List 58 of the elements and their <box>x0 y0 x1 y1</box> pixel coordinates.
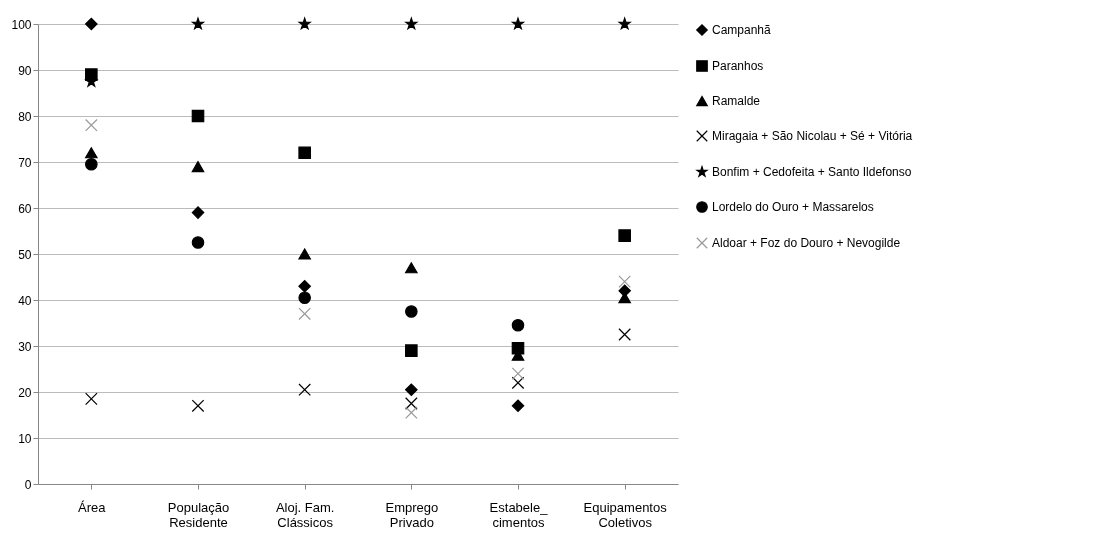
legend-label: Ramalde <box>712 94 761 108</box>
point <box>511 399 525 413</box>
point <box>618 229 631 242</box>
point <box>85 158 98 171</box>
point <box>405 383 418 396</box>
point <box>298 279 311 293</box>
point <box>298 291 311 304</box>
point <box>298 383 311 396</box>
y-tick-label: 100 <box>11 17 32 32</box>
point <box>191 236 205 249</box>
x-tick-label: Aloj. Fam. Clássicos <box>275 499 335 530</box>
y-tick-label: 50 <box>18 247 32 262</box>
point <box>191 109 205 123</box>
point <box>618 328 631 341</box>
point <box>405 17 418 30</box>
x-tick-label: Área <box>78 499 107 515</box>
x-tick-label: Emprego Privado <box>385 499 439 530</box>
y-tick-label: 10 <box>18 431 32 446</box>
point <box>511 367 525 380</box>
y-tick-label: 40 <box>18 293 32 308</box>
x-tick-label: População Residente <box>167 499 230 530</box>
point <box>405 305 418 318</box>
legend-label: Lordelo do Ouro + Massarelos <box>712 200 874 214</box>
point <box>298 248 311 260</box>
y-tick-label: 80 <box>18 109 32 124</box>
y-tick-label: 70 <box>18 155 32 170</box>
point <box>405 262 418 274</box>
point <box>191 161 205 173</box>
point <box>511 376 525 390</box>
point <box>405 344 418 357</box>
point <box>191 206 205 219</box>
point <box>618 275 631 288</box>
point <box>298 146 311 160</box>
y-tick-label: 30 <box>18 339 32 354</box>
point <box>85 118 98 132</box>
point <box>405 406 418 419</box>
point <box>85 17 98 31</box>
point <box>85 392 98 406</box>
legend-label: Campanhã <box>712 23 772 37</box>
y-tick-label: 60 <box>18 201 32 216</box>
legend-label: Bonfim + Cedofeita + Santo Ildefonso <box>712 165 912 179</box>
legend-label: Miragaia + São Nicolau + Sé + Vitória <box>712 129 913 143</box>
point <box>511 319 525 332</box>
point <box>511 17 525 30</box>
point <box>405 397 418 410</box>
point <box>618 17 631 30</box>
point <box>85 147 98 159</box>
y-tick-label: 0 <box>24 477 32 492</box>
x-tick-label: Equipamentos Coletivos <box>583 499 668 530</box>
y-tick-label: 20 <box>18 385 32 400</box>
point <box>191 399 205 413</box>
legend-label: Paranhos <box>712 59 764 73</box>
x-tick-label: Estabele_ cimentos <box>489 499 549 530</box>
y-tick-label: 90 <box>18 63 32 78</box>
point <box>298 307 311 321</box>
point <box>298 17 311 30</box>
point <box>191 17 205 30</box>
legend-label: Aldoar + Foz do Douro + Nevogilde <box>712 236 901 250</box>
